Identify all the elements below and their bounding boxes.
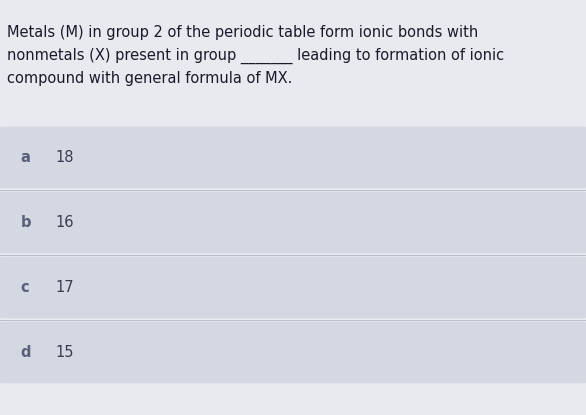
Text: 18: 18: [56, 150, 74, 165]
Text: b: b: [21, 215, 31, 230]
FancyBboxPatch shape: [0, 257, 586, 318]
Text: 17: 17: [56, 280, 74, 295]
Text: a: a: [21, 150, 30, 165]
Text: 15: 15: [56, 345, 74, 360]
Text: compound with general formula of MX.: compound with general formula of MX.: [7, 71, 292, 85]
Text: Metals (M) in group 2 of the periodic table form ionic bonds with: Metals (M) in group 2 of the periodic ta…: [7, 25, 478, 40]
Text: nonmetals (X) present in group _______ leading to formation of ionic: nonmetals (X) present in group _______ l…: [7, 48, 504, 64]
Text: c: c: [21, 280, 29, 295]
FancyBboxPatch shape: [0, 192, 586, 253]
FancyBboxPatch shape: [0, 322, 586, 383]
FancyBboxPatch shape: [0, 127, 586, 188]
Text: 16: 16: [56, 215, 74, 230]
Text: d: d: [21, 345, 31, 360]
